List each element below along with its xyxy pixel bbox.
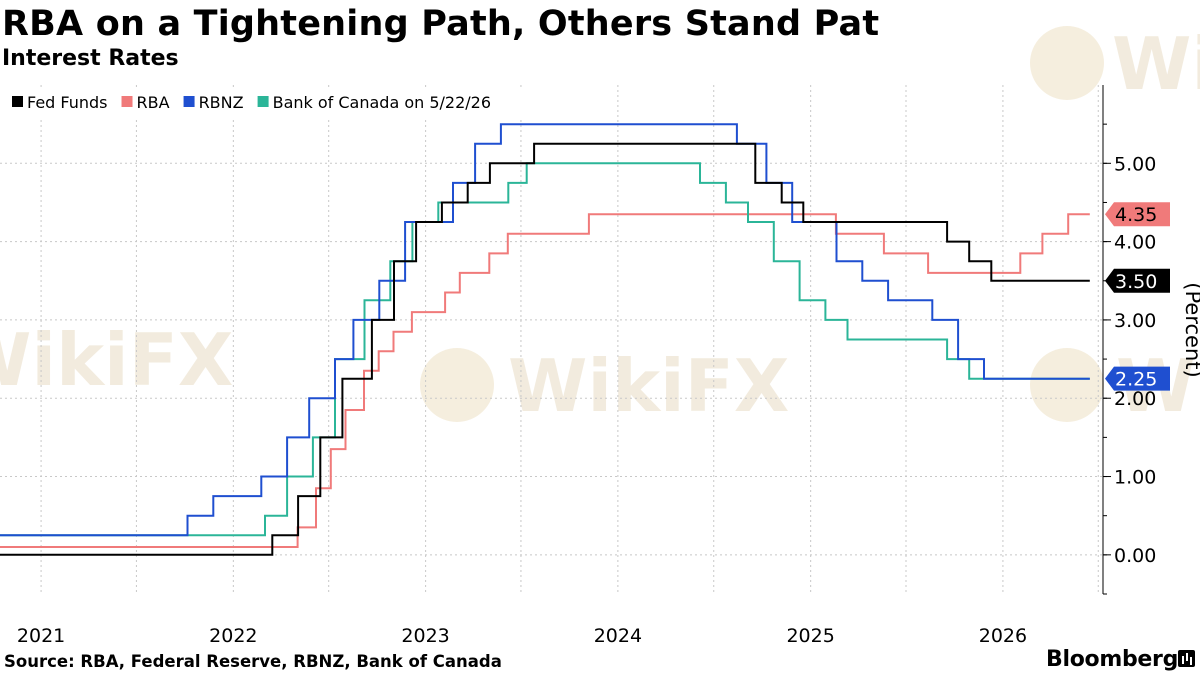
watermark-logo <box>1030 26 1104 100</box>
end-labels: 3.50 4.35 2.25 <box>1105 202 1170 391</box>
end-label-tag <box>1105 268 1170 293</box>
y-tick-label: 4.00 <box>1114 232 1156 254</box>
watermark-text: WikiFX <box>1112 22 1200 106</box>
end-label-tag <box>1105 366 1170 391</box>
x-tick-label: 2025 <box>786 625 834 647</box>
legend-swatch <box>121 96 133 107</box>
legend-entry: Fed Funds <box>27 93 108 112</box>
legend-swatch <box>183 96 195 107</box>
y-tick-label: 0.00 <box>1114 545 1156 567</box>
watermark-text: WikiFX <box>0 318 234 402</box>
y-tick-label: 5.00 <box>1114 153 1156 175</box>
y-tick-label: 1.00 <box>1114 467 1156 489</box>
series-line <box>0 142 1090 556</box>
x-tick-label: 2022 <box>209 625 257 647</box>
chart-icon <box>1178 650 1195 667</box>
watermark-logo <box>420 348 494 422</box>
x-tick-label: 2023 <box>401 625 449 647</box>
legend-swatch <box>12 96 23 107</box>
bloomberg-logo: Bloomberg <box>1046 647 1179 672</box>
end-label-value: 4.35 <box>1115 204 1157 226</box>
series-lines <box>0 123 1090 556</box>
series-line <box>0 123 1090 537</box>
watermark-text: WikiFX <box>508 344 790 428</box>
chart-title: RBA on a Tightening Path, Others Stand P… <box>2 4 880 44</box>
legend-swatch <box>257 96 269 107</box>
x-tick-label: 2021 <box>17 625 65 647</box>
chart-subtitle: Interest Rates <box>2 46 179 71</box>
x-axis-labels: 2021 2022 2023 2024 2025 2026 <box>17 625 1027 647</box>
legend-entry: RBA <box>137 93 170 112</box>
y-tick-label: 2.00 <box>1114 388 1156 410</box>
end-label-value: 3.50 <box>1115 271 1157 293</box>
legend: Fed Funds RBA RBNZ Bank of Canada on 5/22/2… <box>4 87 526 117</box>
y-tick-label: 3.00 <box>1114 310 1156 332</box>
y-axis-label: (Percent) <box>1181 282 1200 377</box>
y-axis: 0.00 1.00 2.00 3.00 4.00 5.00 <box>1102 85 1156 595</box>
series-line <box>0 162 1090 537</box>
x-tick-label: 2024 <box>594 625 642 647</box>
watermark-logo <box>1030 348 1104 422</box>
series-line <box>0 213 1090 548</box>
legend-entry: Bank of Canada on 5/22/26 <box>273 93 491 112</box>
legend-entry: RBNZ <box>199 93 244 112</box>
source-note: Source: RBA, Federal Reserve, RBNZ, Bank… <box>4 652 502 671</box>
end-label-tag <box>1105 202 1170 227</box>
end-label-value: 2.25 <box>1115 369 1157 391</box>
x-tick-label: 2026 <box>979 625 1027 647</box>
